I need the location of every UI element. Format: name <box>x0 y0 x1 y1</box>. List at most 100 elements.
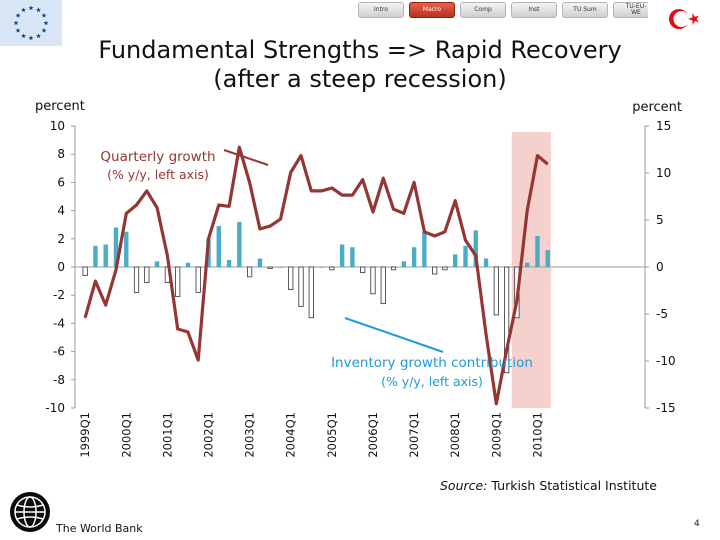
tab-comp[interactable]: Comp <box>460 2 506 18</box>
inventory-bar <box>195 266 201 293</box>
inventory-bar <box>432 266 438 275</box>
right-axis-title: percent <box>632 100 682 115</box>
right-axis-tick-label: 0 <box>656 260 664 274</box>
left-axis-tick-label: -6 <box>53 345 65 359</box>
source-note: Source: Turkish Statistical Institute <box>440 478 657 493</box>
eu-star-icon <box>15 12 21 18</box>
inventory-bar <box>175 266 181 298</box>
eu-star-icon <box>43 20 49 26</box>
inventory-bar <box>370 266 376 295</box>
eu-star-icon <box>36 33 41 39</box>
inventory-bar <box>144 266 150 283</box>
inventory-bar <box>524 262 530 267</box>
inventory-bar <box>237 221 242 267</box>
line-annotation-label-1: Quarterly growth <box>100 149 215 165</box>
inventory-bar <box>82 266 88 276</box>
inventory-bar <box>453 254 458 267</box>
quarterly-growth-line <box>83 145 549 406</box>
inventory-bar <box>360 266 366 274</box>
bar-annotation-label-1: Inventory growth contribution <box>331 355 533 371</box>
inventory-bar <box>535 235 540 267</box>
eu-star-icon <box>13 20 19 26</box>
world-bank-globe-icon <box>10 492 50 532</box>
eu-star-icon <box>21 7 26 13</box>
x-axis-tick-label: 2002Q1 <box>202 412 216 458</box>
x-axis-tick-label: 2005Q1 <box>325 412 339 458</box>
left-axis-tick-label: 0 <box>57 260 65 274</box>
inventory-bar <box>350 247 355 267</box>
right-axis-tick-label: -5 <box>656 307 668 321</box>
inventory-bar <box>103 244 108 267</box>
nav-tabs: Intro Macro Comp Inst TU Sum TU-EU- WE <box>358 2 659 18</box>
inventory-bar <box>422 231 427 267</box>
inventory-bar <box>483 258 489 267</box>
right-axis-tick-label: -15 <box>656 401 676 415</box>
eu-star-icon <box>28 5 34 11</box>
inventory-bar <box>216 226 221 267</box>
inventory-bar <box>226 259 232 267</box>
eu-star-icon <box>21 33 26 39</box>
inventory-bar <box>278 267 283 268</box>
left-axis-tick-label: -4 <box>53 316 65 330</box>
inventory-bar <box>154 261 160 267</box>
inventory-bar <box>493 266 499 316</box>
inventory-bar <box>380 266 386 305</box>
tab-inst[interactable]: Inst <box>511 2 557 18</box>
page-number: 4 <box>694 519 700 529</box>
inventory-bar <box>257 258 263 267</box>
x-axis-tick-label: 2001Q1 <box>160 412 174 458</box>
tab-intro[interactable]: Intro <box>358 2 404 18</box>
inventory-bar <box>401 261 407 267</box>
left-axis-tick-label: 6 <box>57 175 65 189</box>
left-axis-title: percent <box>35 99 85 114</box>
inventory-bar <box>473 230 478 267</box>
inventory-bar <box>329 266 335 271</box>
left-axis-tick-label: -2 <box>53 288 65 302</box>
x-axis-tick-label: 1999Q1 <box>78 412 92 458</box>
x-axis-tick-label: 2006Q1 <box>366 412 380 458</box>
slide-title: Fundamental Strengths => Rapid Recovery … <box>98 36 622 93</box>
inventory-bar <box>247 266 253 278</box>
inventory-bar <box>185 262 191 267</box>
left-axis-tick-label: -10 <box>45 401 65 415</box>
right-axis-tick-label: 15 <box>656 119 671 133</box>
left-axis-tick-label: -8 <box>53 373 65 387</box>
x-axis-tick-label: 2003Q1 <box>243 412 257 458</box>
eu-star-icon <box>41 12 47 18</box>
source-label: Source: <box>440 478 488 493</box>
eu-flag-logo <box>0 0 62 46</box>
x-axis-tick-label: 2010Q1 <box>530 412 544 458</box>
x-axis-tick-label: 2000Q1 <box>119 412 133 458</box>
inventory-bar <box>133 266 140 293</box>
left-axis-tick-label: 2 <box>57 232 65 246</box>
right-axis-tick-label: -10 <box>656 354 676 368</box>
world-bank-name: The World Bank <box>56 522 143 535</box>
inventory-bar <box>124 231 129 267</box>
inventory-bar <box>463 245 468 267</box>
tab-macro[interactable]: Macro <box>409 2 455 18</box>
line-annotation-label-2: (% y/y, left axis) <box>107 167 209 182</box>
inventory-bar <box>411 247 417 267</box>
eu-star-icon <box>15 27 21 33</box>
tab-tu-sum[interactable]: TU Sum <box>562 2 608 18</box>
inventory-bar <box>288 266 294 290</box>
eu-star-icon <box>28 35 34 41</box>
x-axis-tick-label: 2008Q1 <box>448 412 462 458</box>
inventory-bar <box>504 266 510 374</box>
turkish-flag-logo <box>648 0 720 40</box>
inventory-bar <box>319 267 324 268</box>
x-axis-tick-label: 2007Q1 <box>407 412 421 458</box>
inventory-bar <box>308 266 314 319</box>
bar-annotation-label-2: (% y/y, left axis) <box>381 374 483 389</box>
inventory-bar <box>545 250 550 267</box>
inventory-bar <box>390 266 397 271</box>
inventory-bar <box>442 266 448 271</box>
inventory-bar <box>267 266 273 269</box>
eu-star-icon <box>36 7 41 13</box>
x-axis-tick-label: 2004Q1 <box>284 412 298 458</box>
left-axis-tick-label: 8 <box>57 147 65 161</box>
left-axis-tick-label: 10 <box>50 119 65 133</box>
eu-star-icon <box>41 27 47 33</box>
x-axis-tick-label: 2009Q1 <box>489 412 503 458</box>
inventory-bar <box>93 245 98 267</box>
